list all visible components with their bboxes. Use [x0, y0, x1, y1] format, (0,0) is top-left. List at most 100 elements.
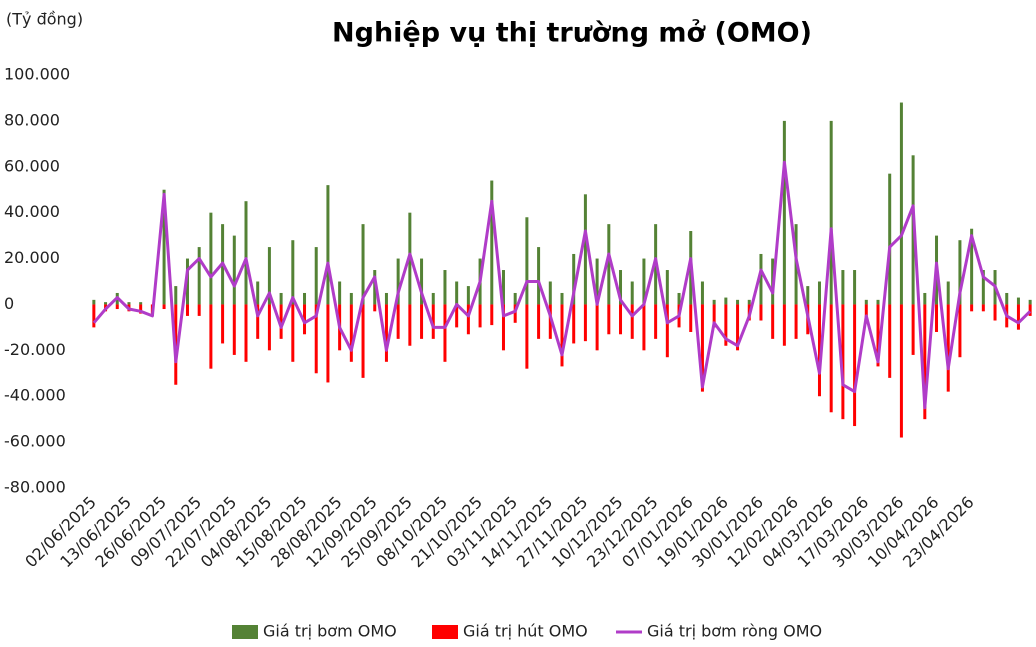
legend-label: Giá trị bơm ròng OMO	[647, 622, 822, 641]
bar	[572, 253, 576, 305]
bar	[853, 270, 857, 305]
bar	[817, 281, 821, 305]
bar	[560, 304, 564, 367]
bar	[782, 120, 786, 305]
bar	[548, 304, 552, 339]
bar	[1028, 304, 1032, 316]
bar	[958, 304, 962, 358]
bar	[162, 189, 166, 305]
bar	[501, 304, 505, 351]
bar	[455, 281, 459, 305]
bar	[993, 304, 997, 321]
bar	[443, 270, 447, 305]
bar	[923, 304, 927, 420]
bar	[197, 304, 201, 316]
y-tick-label: -80.000	[4, 478, 66, 497]
bar	[291, 240, 295, 305]
bar	[1016, 297, 1020, 305]
bar	[373, 304, 377, 312]
bar	[256, 281, 260, 305]
bar	[864, 304, 868, 321]
bar	[876, 299, 880, 305]
bar	[759, 253, 763, 305]
bar	[899, 102, 903, 305]
bar	[185, 304, 189, 316]
bar	[127, 302, 131, 305]
bar	[958, 240, 962, 305]
bar	[864, 299, 868, 305]
legend-label: Giá trị hút OMO	[463, 622, 588, 641]
bar	[712, 304, 716, 328]
bar	[923, 292, 927, 305]
bar	[829, 304, 833, 413]
bar	[384, 292, 388, 305]
bar	[630, 281, 634, 305]
bar	[174, 286, 178, 305]
bar	[209, 212, 213, 305]
y-tick-label: 20.000	[4, 248, 60, 267]
bar	[817, 304, 821, 397]
bar	[384, 304, 388, 362]
bar	[431, 292, 435, 305]
bar	[829, 120, 833, 305]
line	[92, 160, 1032, 410]
bar	[1028, 299, 1032, 305]
bar	[911, 304, 915, 355]
bar	[548, 281, 552, 305]
bar	[841, 270, 845, 305]
bar	[267, 247, 271, 305]
bar	[209, 304, 213, 369]
bar	[490, 304, 494, 326]
bar	[677, 292, 681, 305]
bar	[537, 304, 541, 339]
y-axis-label: (Tỷ đồng)	[6, 10, 83, 29]
bar	[525, 217, 529, 305]
bar	[747, 299, 751, 305]
bar	[712, 299, 716, 305]
bar	[396, 258, 400, 305]
y-tick-label: -40.000	[4, 386, 66, 405]
bar	[431, 304, 435, 339]
bar	[619, 304, 623, 335]
bar	[420, 258, 424, 305]
bar	[595, 304, 599, 351]
bar	[560, 292, 564, 305]
bar	[607, 224, 611, 305]
bar	[490, 180, 494, 305]
bar	[888, 304, 892, 378]
bar	[408, 304, 412, 346]
bar	[981, 270, 985, 305]
bar	[981, 304, 985, 312]
bar	[513, 292, 517, 305]
bar	[642, 304, 646, 351]
bar	[326, 304, 330, 383]
bar	[595, 258, 599, 305]
bar	[794, 304, 798, 339]
bar	[349, 304, 353, 362]
y-tick-label: -60.000	[4, 432, 66, 451]
bar	[139, 304, 143, 314]
bar	[771, 304, 775, 339]
bar	[361, 304, 365, 378]
y-tick-label: 80.000	[4, 110, 60, 129]
bar	[724, 297, 728, 305]
bar	[92, 299, 96, 305]
bar	[455, 304, 459, 328]
bar	[361, 224, 365, 305]
bar	[654, 304, 658, 339]
bar	[104, 302, 108, 305]
bar	[537, 247, 541, 305]
y-tick-label: 60.000	[4, 156, 60, 175]
chart-title: Nghiệp vụ thị trường mở (OMO)	[332, 18, 812, 49]
bar	[665, 304, 669, 358]
legend-swatch	[432, 625, 458, 639]
bar	[256, 304, 260, 339]
bar	[970, 304, 974, 312]
bar	[232, 235, 236, 305]
bar	[501, 270, 505, 305]
bar	[946, 304, 950, 392]
bar	[349, 292, 353, 305]
bar	[314, 304, 318, 374]
bar	[338, 281, 342, 305]
bar	[314, 247, 318, 305]
